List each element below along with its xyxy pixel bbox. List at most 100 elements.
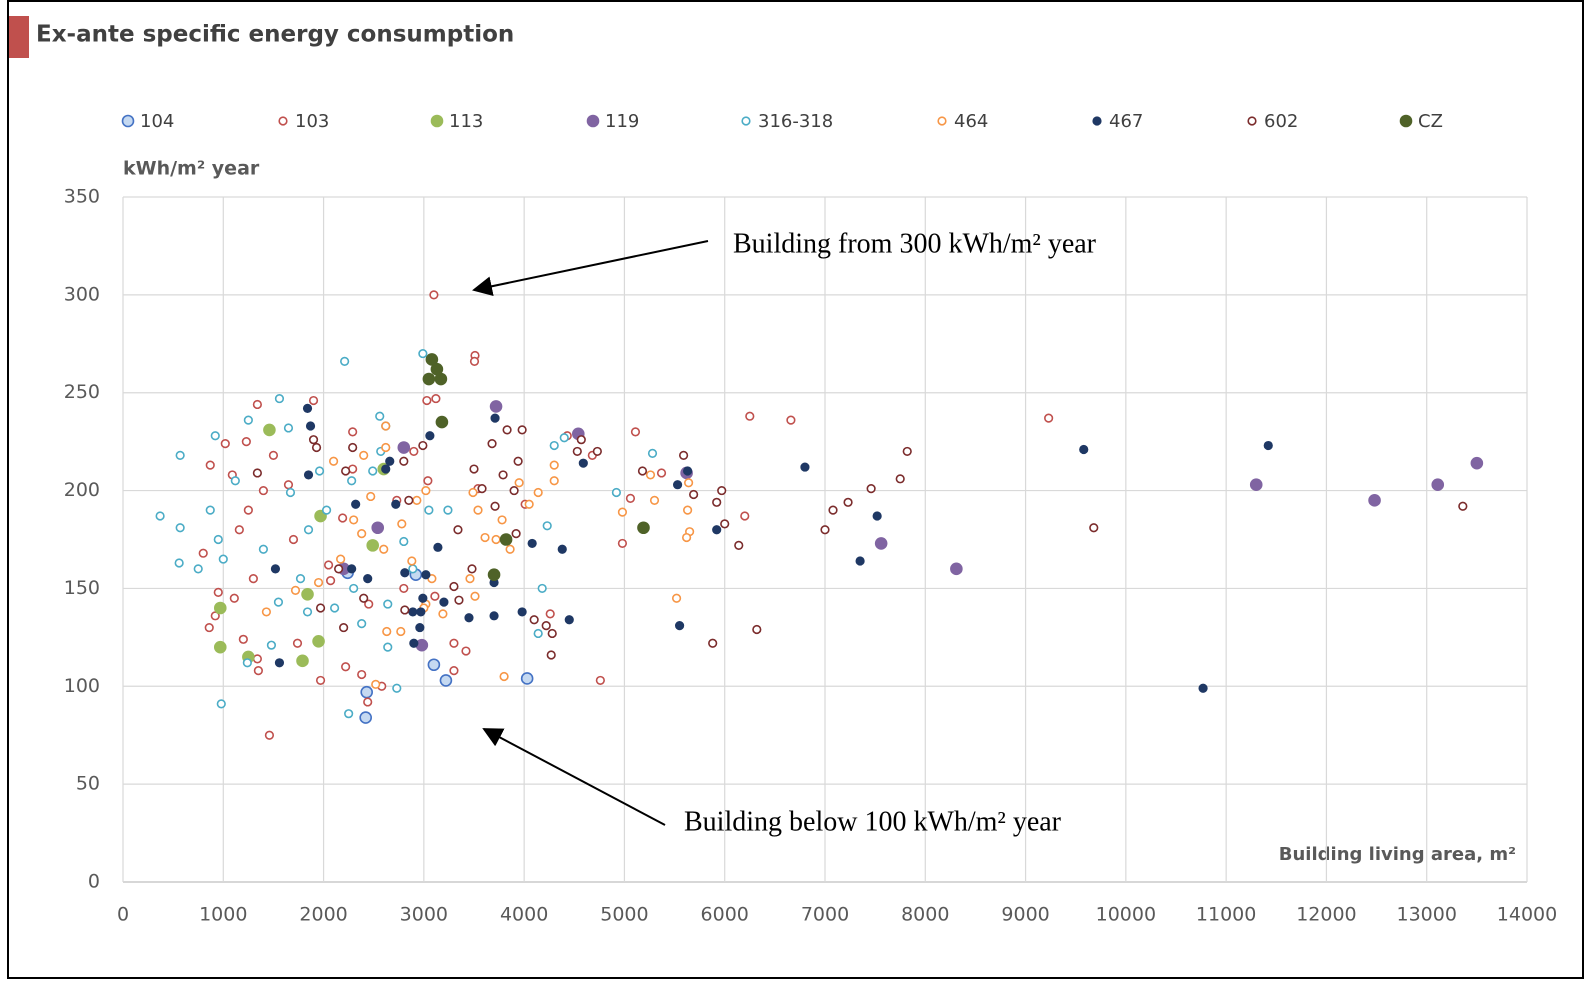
point <box>216 699 226 709</box>
point <box>268 450 279 460</box>
point <box>491 534 501 545</box>
point <box>611 487 622 498</box>
point <box>828 505 838 515</box>
point <box>740 511 750 521</box>
point <box>645 470 656 480</box>
point <box>329 456 339 466</box>
point <box>578 458 588 468</box>
x-tick-label: 14000 <box>1497 904 1557 926</box>
point <box>649 495 660 505</box>
point <box>359 593 369 603</box>
point <box>383 642 393 652</box>
point <box>315 675 326 686</box>
point <box>421 485 431 496</box>
point <box>242 658 252 668</box>
point <box>391 499 401 509</box>
y-tick-label: 50 <box>76 773 100 795</box>
point <box>1198 683 1208 693</box>
point <box>423 476 433 486</box>
point <box>258 544 269 554</box>
legend-marker <box>1247 116 1257 126</box>
point <box>1079 444 1089 455</box>
point <box>359 711 372 724</box>
point <box>427 658 441 672</box>
point <box>349 583 359 594</box>
point <box>241 437 251 447</box>
point <box>424 505 434 515</box>
point <box>439 597 449 607</box>
point <box>349 515 359 525</box>
point <box>533 487 543 498</box>
x-tick-label: 4000 <box>500 904 548 926</box>
point <box>252 654 262 664</box>
point <box>465 574 475 584</box>
point <box>339 622 349 633</box>
title-bar <box>9 16 29 58</box>
point <box>545 609 555 619</box>
point <box>321 505 332 515</box>
point <box>489 400 503 413</box>
y-axis-label: kWh/m² year <box>123 158 260 180</box>
point <box>323 560 334 570</box>
legend-marker <box>586 114 600 128</box>
point <box>409 638 419 648</box>
point <box>1249 478 1263 492</box>
point <box>546 650 556 660</box>
point <box>344 709 354 719</box>
point <box>274 393 285 404</box>
point <box>656 468 667 478</box>
point <box>360 685 373 699</box>
point <box>449 638 459 648</box>
point <box>487 568 501 582</box>
point <box>258 485 269 496</box>
legend-marker <box>278 116 288 126</box>
point <box>527 538 537 549</box>
point <box>238 634 248 644</box>
point <box>489 611 499 621</box>
point <box>418 593 428 603</box>
point <box>283 480 294 490</box>
point <box>210 611 220 621</box>
point <box>363 697 373 707</box>
point <box>416 607 426 617</box>
point <box>449 581 459 592</box>
point <box>435 415 449 429</box>
y-tick-label: 100 <box>64 675 100 697</box>
point <box>385 456 395 466</box>
y-tick-label: 150 <box>64 577 100 599</box>
point <box>843 497 853 507</box>
point <box>252 399 262 410</box>
point <box>467 564 477 574</box>
point <box>314 466 325 476</box>
point <box>470 591 480 601</box>
point <box>338 513 348 523</box>
point <box>336 554 346 564</box>
point <box>487 439 497 449</box>
point <box>449 666 459 676</box>
point <box>330 603 340 613</box>
point <box>480 532 490 543</box>
point <box>371 679 381 689</box>
point <box>671 593 682 603</box>
point <box>422 372 436 386</box>
point <box>383 599 393 609</box>
point <box>347 564 357 574</box>
annotation: Building from 300 kWh/m² year <box>733 228 1097 259</box>
point <box>266 640 277 650</box>
point <box>348 442 358 453</box>
x-tick-label: 1000 <box>199 904 247 926</box>
x-tick-label: 2000 <box>299 904 347 926</box>
point <box>243 505 253 515</box>
point <box>712 525 722 535</box>
point <box>1368 494 1381 507</box>
legend-label: CZ <box>1418 111 1443 132</box>
point <box>379 544 389 554</box>
point <box>572 446 582 457</box>
point <box>364 599 374 609</box>
x-tick-label: 5000 <box>600 904 648 926</box>
point <box>564 615 574 625</box>
point <box>499 533 513 546</box>
point <box>418 440 428 451</box>
point <box>302 607 313 617</box>
point <box>205 460 215 470</box>
